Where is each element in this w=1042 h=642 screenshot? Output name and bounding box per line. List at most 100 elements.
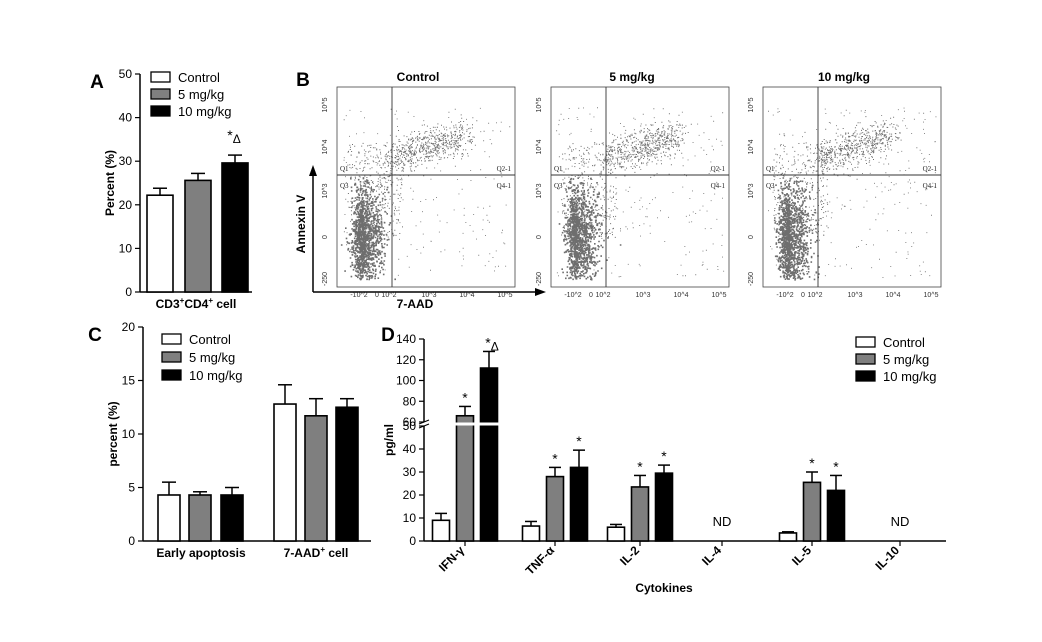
b-x-tick-label: 10^2 [382,292,397,299]
b-x-tick-label: 10^4 [460,292,475,299]
b-plot-title-control: Control [397,70,440,84]
d-significance-mark: * [809,455,815,471]
d-significance-mark: * [637,458,643,474]
a-legend-swatch-5-mg-kg [150,88,171,100]
c-y-tick-label: 20 [122,320,136,334]
a-legend-swatch-control [150,71,171,83]
b-x-tick-label: 10^2 [808,292,823,299]
b-y-tick-label: 10^5 [748,97,755,112]
a-y-axis-label: Percent (%) [103,150,117,216]
d-legend-swatch-5-mg-kg [855,353,876,365]
d-y-tick-label: 80 [403,394,417,408]
b-x-tick-label: 10^3 [848,292,863,299]
d-bar-il-5-10-mg-kg [826,489,846,542]
d-bar-ifn-10-mg-kg [479,367,499,542]
a-legend-label-5-mg-kg: 5 mg/kg [178,87,224,102]
d-legend-label-10-mg-kg: 10 mg/kg [883,369,936,384]
b-y-tick-label: -250 [322,272,329,286]
c-legend-label-10-mg-kg: 10 mg/kg [189,368,242,383]
a-y-tick-label: 50 [119,67,133,81]
d-significance-mark: *Δ [485,334,498,353]
d-significance-mark: * [833,458,839,474]
b-gate-label-q4: Q4-1 [711,182,726,190]
d-bar-tnf-control [521,525,541,542]
c-bar-early-apoptosis-5-mg-kg [188,494,212,542]
d-bar-break-gap [478,422,500,426]
a-bar-control [146,194,174,293]
a-x-category-label: CD3+CD4+ cell [156,296,237,311]
b-gate-label-q3: Q3 [554,182,563,190]
b-plot-frame-5-mg-kg [550,86,730,288]
a-bar-5-mg-kg [184,179,212,293]
d-significance-mark: * [462,389,468,405]
b-gate-label-q4: Q4-1 [923,182,938,190]
b-gate-label-q2: Q2-1 [711,165,726,173]
panel-label-b: B [296,70,310,91]
b-y-tick-label: 10^5 [536,97,543,112]
d-bar-ifn-control [431,519,451,542]
b-y-tick-label: 10^4 [748,139,755,154]
b-y-axis-label: Annexin V [294,195,308,254]
b-y-tick-label: 10^5 [322,97,329,112]
b-scatter-points-control [340,107,511,281]
c-bar-7-aad-cell-5-mg-kg [304,415,328,542]
c-legend-label-control: Control [189,332,231,347]
b-scatter-points-5-mg-kg [556,107,725,281]
d-bar-il-2-10-mg-kg [654,472,674,542]
a-y-tick-label: 10 [119,241,133,255]
panel-c: C 0 5 10 15 20 percent (%) Early apoptosis 7-AAD… [88,320,371,560]
d-significance-mark: * [576,433,582,449]
b-x-tick-label: 10^3 [422,292,437,299]
a-y-tick-label: 30 [119,154,133,168]
b-x-axis-label: 7-AAD [397,297,434,311]
a-significance-mark: *Δ [227,127,240,146]
b-plot-title-5-mg-kg: 5 mg/kg [609,70,654,84]
d-significance-mark: * [661,448,667,464]
d-bar-tnf-10-mg-kg [569,466,589,542]
d-bar-break-gap [454,422,476,426]
a-legend-label-10-mg-kg: 10 mg/kg [178,104,231,119]
c-bar-early-apoptosis-control [157,494,181,542]
b-scatter-cloud-10-mg-kg [768,107,937,281]
d-y-tick-label: 30 [403,465,417,479]
d-y-tick-label: 20 [403,488,417,502]
a-y-tick-label: 40 [119,111,133,125]
b-x-tick-label: -10^2 [350,292,367,299]
b-gate-label-q1: Q1 [554,165,563,173]
d-nd-label-il-4: ND [713,514,732,529]
b-x-tick-label: 0 [375,292,379,299]
b-x-tick-label: 10^2 [596,292,611,299]
c-legend-label-5-mg-kg: 5 mg/kg [189,350,235,365]
d-y-tick-label: 100 [396,374,416,388]
d-y-tick-label: 120 [396,353,416,367]
c-x-category-label-0: Early apoptosis [156,546,246,560]
b-x-tick-label: -10^2 [564,292,581,299]
c-x-category-label-1: 7-AAD+ cell [284,545,349,560]
b-y-tick-label: 10^4 [536,139,543,154]
d-x-category-label-tnf: TNF-α [523,543,558,578]
c-y-tick-label: 5 [128,481,135,495]
c-legend-swatch-control [161,333,182,345]
c-bar-7-aad-cell-10-mg-kg [335,406,359,542]
d-y-axis-label: pg/ml [382,424,396,456]
a-bar-10-mg-kg [221,162,249,293]
c-y-axis-label: percent (%) [106,401,120,466]
b-scatter-points-10-mg-kg [768,107,937,281]
b-scatter-cloud-control [340,107,511,281]
b-scatter-cloud-5-mg-kg [556,107,725,281]
d-bar-il-2-5-mg-kg [630,486,650,542]
d-nd-label-il-10: ND [891,514,910,529]
panel-b: B Annexin V 7-AAD Control Q1 Q2-1 Q3 Q4-1 -10^2 0… [294,70,942,311]
d-legend-swatch-10-mg-kg [855,370,876,382]
b-gate-label-q3: Q3 [766,182,775,190]
b-x-tick-label: 10^4 [674,292,689,299]
b-y-axis-arrowhead [309,165,317,176]
d-x-category-label-il-5: IL-5 [789,543,814,568]
d-bar-il-5-5-mg-kg [802,481,822,542]
panel-label-c: C [88,325,102,346]
b-plot-frame-10-mg-kg [762,86,942,288]
b-x-tick-label: 0 [589,292,593,299]
panel-a: A 0 10 20 30 40 50 Percent (%) *Δ Control 5 mg/kg 1… [90,67,252,311]
